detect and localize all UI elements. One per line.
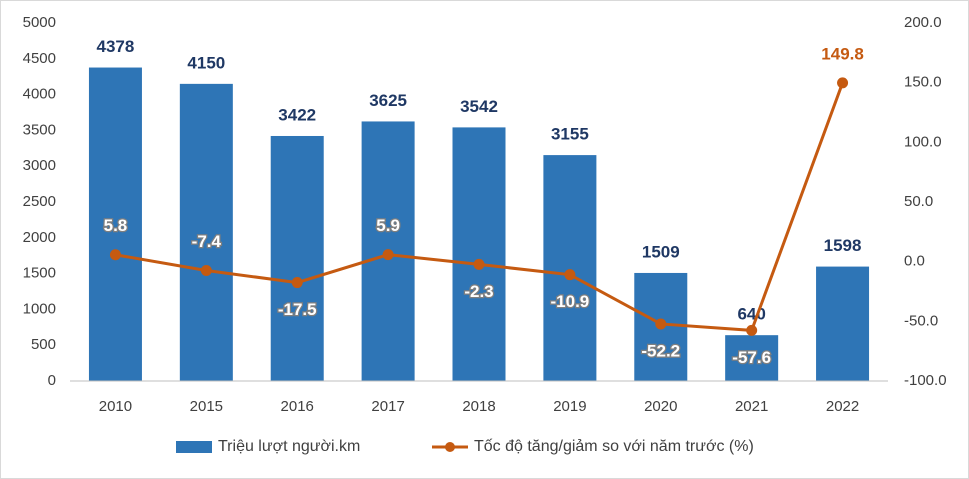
bar: [270, 135, 324, 381]
bar: [816, 266, 870, 381]
x-tick-label: 2020: [644, 398, 677, 415]
y-tick-label: 500: [31, 336, 56, 353]
line-point: [291, 277, 303, 289]
bar-value-label: 3625: [369, 91, 407, 110]
x-tick-label: 2015: [190, 398, 223, 415]
y-tick-label: 0: [48, 372, 56, 389]
line-point: [655, 318, 667, 330]
x-tick-label: 2019: [553, 398, 586, 415]
x-tick-label: 2018: [462, 398, 495, 415]
y-tick-label: 3500: [23, 121, 56, 138]
legend-swatch: [445, 442, 455, 452]
y2-tick-label: -50.0: [904, 312, 938, 329]
bar-value-label: 3155: [551, 125, 589, 144]
y-tick-label: 5000: [23, 14, 56, 31]
y-tick-label: 2500: [23, 193, 56, 210]
bar-value-label: 4378: [97, 37, 135, 56]
bar-value-label: 4150: [187, 53, 225, 72]
bar: [88, 67, 142, 381]
bar: [725, 335, 779, 381]
line-value-label: -52.2: [641, 341, 680, 360]
x-tick-label: 2021: [735, 398, 768, 415]
bar-value-label: 1598: [824, 236, 862, 255]
line-value-label: -17.5: [278, 300, 317, 319]
legend-swatch: [176, 441, 212, 453]
line-point: [746, 324, 758, 336]
bar: [179, 83, 233, 382]
line-point: [564, 269, 576, 281]
bar: [452, 127, 506, 382]
y-tick-label: 2000: [23, 229, 56, 246]
y-tick-label: 1000: [23, 300, 56, 317]
line-point: [473, 258, 485, 270]
y2-tick-label: 100.0: [904, 133, 942, 150]
line-value-label: 149.8: [821, 44, 864, 63]
x-tick-label: 2022: [826, 398, 859, 415]
y-tick-label: 1500: [23, 265, 56, 282]
y-tick-label: 4000: [23, 86, 56, 103]
legend-label: Tốc độ tăng/giảm so với năm trước (%): [474, 438, 754, 455]
line-value-label: -10.9: [551, 292, 590, 311]
y-tick-label: 4500: [23, 50, 56, 67]
y2-tick-label: 200.0: [904, 14, 942, 31]
y-tick-label: 3000: [23, 157, 56, 174]
x-tick-label: 2016: [281, 398, 314, 415]
line-value-label: -2.3: [464, 282, 493, 301]
legend-label: Triệu lượt người.km: [218, 438, 360, 455]
bar: [543, 155, 597, 381]
line-value-label: -57.6: [732, 348, 771, 367]
x-tick-label: 2010: [99, 398, 132, 415]
line-value-label: -7.4: [192, 232, 222, 251]
line-value-label: 5.9: [376, 216, 400, 235]
bar-value-label: 1509: [642, 242, 680, 261]
y2-tick-label: 0.0: [904, 253, 925, 270]
line-point: [200, 264, 212, 276]
line-point: [837, 77, 849, 89]
x-tick-label: 2017: [371, 398, 404, 415]
y2-tick-label: 150.0: [904, 74, 942, 91]
line-point: [109, 249, 121, 261]
y2-tick-label: -100.0: [904, 372, 947, 389]
y2-tick-label: 50.0: [904, 193, 933, 210]
bar-value-label: 3422: [278, 105, 316, 124]
line-value-label: 5.8: [104, 216, 128, 235]
line-point: [382, 249, 394, 261]
bar-value-label: 3542: [460, 97, 498, 116]
